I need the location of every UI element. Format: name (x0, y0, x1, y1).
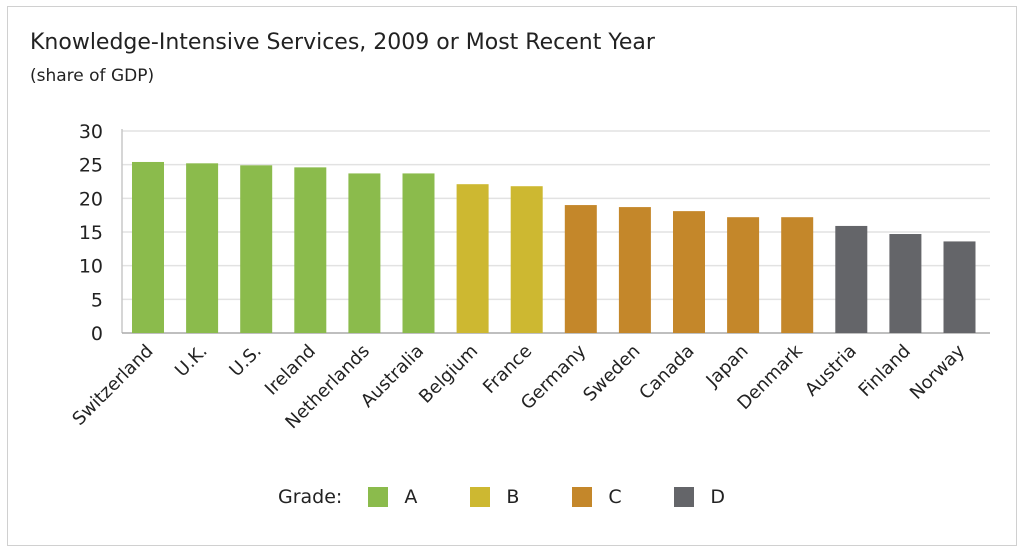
x-tick-label: Finland (855, 341, 915, 401)
legend: Grade: A B C D (278, 486, 750, 508)
x-tick-label: Sweden (579, 341, 644, 406)
legend-swatch (470, 487, 491, 507)
legend-swatch (368, 487, 389, 507)
y-tick-label: 15 (79, 222, 103, 244)
bar-france (510, 186, 543, 333)
legend-swatch (674, 487, 695, 507)
bar-germany (564, 205, 597, 333)
legend-label: C (608, 486, 622, 508)
bar-sweden (618, 207, 651, 333)
x-tick-label: U.S. (225, 341, 265, 381)
bar-norway (943, 241, 976, 333)
bar-uk (186, 163, 219, 333)
x-tick-label: Belgium (415, 341, 482, 408)
y-tick-label: 30 (79, 121, 103, 143)
x-tick-label: Canada (635, 341, 698, 404)
y-tick-label: 5 (91, 289, 103, 311)
bar-japan (727, 217, 760, 333)
bar-canada (673, 211, 705, 333)
bar-australia (402, 173, 435, 333)
bar-belgium (456, 184, 489, 333)
y-tick-label: 25 (79, 155, 103, 177)
y-tick-label: 10 (79, 256, 103, 278)
bar-denmark (781, 217, 814, 333)
chart-title: Knowledge-Intensive Services, 2009 or Mo… (30, 30, 655, 55)
bar-ireland (294, 167, 327, 333)
bar-netherlands (348, 173, 381, 333)
legend-item-b: B (470, 486, 546, 508)
legend-item-d: D (674, 486, 750, 508)
bar-switzerland (132, 161, 164, 333)
legend-label: D (710, 486, 725, 508)
legend-title: Grade: (278, 486, 343, 508)
legend-label: B (506, 486, 520, 508)
legend-item-c: C (572, 486, 648, 508)
legend-item-a: A (368, 486, 444, 508)
y-tick-label: 20 (79, 188, 103, 210)
y-tick-label: 0 (91, 323, 103, 345)
x-tick-label: U.K. (171, 341, 212, 382)
legend-label: A (404, 486, 418, 508)
chart-subtitle: (share of GDP) (30, 66, 155, 86)
x-tick-label: Switzerland (68, 341, 157, 430)
bar-austria (835, 225, 868, 333)
bar-us (240, 165, 273, 333)
x-tick-label: Japan (702, 341, 753, 392)
legend-swatch (572, 487, 593, 507)
x-tick-label: Austria (801, 341, 861, 401)
x-tick-label: Norway (906, 340, 969, 403)
bar-finland (889, 234, 922, 333)
